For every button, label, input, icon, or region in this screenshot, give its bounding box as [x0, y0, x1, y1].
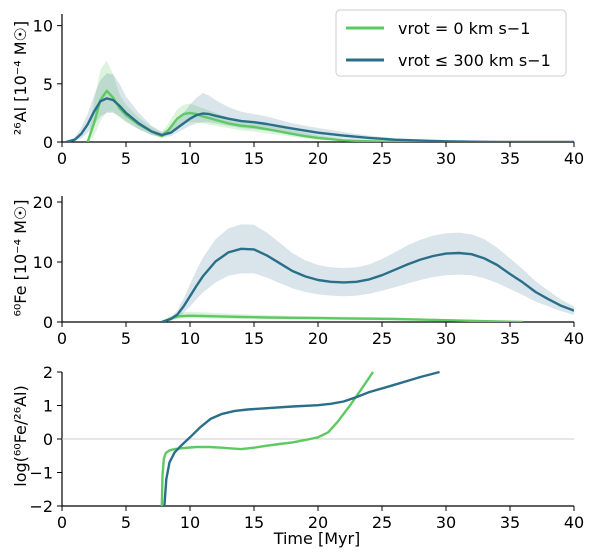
x-tick-label: 40	[564, 513, 584, 532]
x-tick-label: 35	[500, 149, 520, 168]
x-tick-label: 20	[308, 329, 328, 348]
x-tick-label: 40	[564, 149, 584, 168]
series-line-vrot300	[163, 370, 440, 506]
x-tick-label: 15	[244, 149, 264, 168]
x-tick-label: 0	[57, 513, 67, 532]
x-tick-label: 30	[436, 513, 456, 532]
panel-ratio: 0 5 10 15 20 25 30 35 40 −2 −1 0 1 2 log(⁶⁰Fe/²⁶Al) T…	[11, 363, 584, 548]
ylabel-ratio: log(⁶⁰Fe/²⁶Al)	[11, 385, 30, 486]
y-tick-label: 2	[43, 363, 53, 382]
y-tick-label: 10	[33, 17, 53, 36]
series-line-vrot0	[160, 371, 374, 506]
x-tick-label: 35	[500, 513, 520, 532]
x-tick-label: 10	[180, 513, 200, 532]
x-tick-label: 25	[372, 329, 392, 348]
xlabel-time: Time [Myr]	[273, 529, 361, 548]
x-tick-label: 5	[121, 513, 131, 532]
band-vrot300	[65, 73, 574, 142]
series-line-vrot0	[161, 314, 523, 322]
legend-label-vrot300: vrot ≤ 300 km s−1	[398, 51, 551, 70]
legend-label-vrot0: vrot = 0 km s−1	[398, 19, 530, 38]
x-tick-label: 30	[436, 329, 456, 348]
y-tick-label: 10	[33, 253, 53, 272]
y-tick-label: 0	[43, 313, 53, 332]
x-tick-label: 25	[372, 149, 392, 168]
x-tick-label: 15	[244, 513, 264, 532]
ylabel-al26: ²⁶Al [10⁻⁴ M☉]	[11, 21, 30, 135]
x-tick-label: 40	[564, 329, 584, 348]
x-tick-label: 5	[121, 149, 131, 168]
series-line-vrot300	[161, 247, 574, 322]
x-tick-label: 0	[57, 149, 67, 168]
x-tick-label: 35	[500, 329, 520, 348]
band-vrot300	[161, 224, 574, 322]
y-tick-label: 0	[43, 133, 53, 152]
x-tick-label: 30	[436, 149, 456, 168]
y-tick-label: 5	[43, 75, 53, 94]
y-tick-label: 20	[33, 193, 53, 212]
y-tick-label: 1	[43, 397, 53, 416]
panel-fe60: 0 5 10 15 20 25 30 35 40 0 10 20 ⁶⁰Fe [10⁻⁴ M☉]	[11, 193, 584, 348]
x-tick-label: 10	[180, 329, 200, 348]
legend: vrot = 0 km s−1 vrot ≤ 300 km s−1	[335, 9, 567, 77]
x-tick-label: 0	[57, 329, 67, 348]
x-tick-label: 5	[121, 329, 131, 348]
panel-al26: 0 5 10 15 20 25 30 35 40 0 5 10 ²⁶Al [10⁻⁴ M☉] vrot…	[11, 9, 584, 168]
ylabel-fe60: ⁶⁰Fe [10⁻⁴ M☉]	[11, 199, 30, 316]
x-tick-label: 25	[372, 513, 392, 532]
x-tick-label: 20	[308, 513, 328, 532]
y-tick-label: −1	[29, 464, 53, 483]
x-tick-label: 10	[180, 149, 200, 168]
x-tick-label: 20	[308, 149, 328, 168]
y-tick-label: −2	[29, 497, 53, 516]
band-vrot0	[87, 60, 446, 142]
legend-box	[335, 9, 567, 77]
series-line-vrot300	[65, 97, 574, 142]
x-tick-label: 15	[244, 329, 264, 348]
y-tick-label: 0	[43, 430, 53, 449]
